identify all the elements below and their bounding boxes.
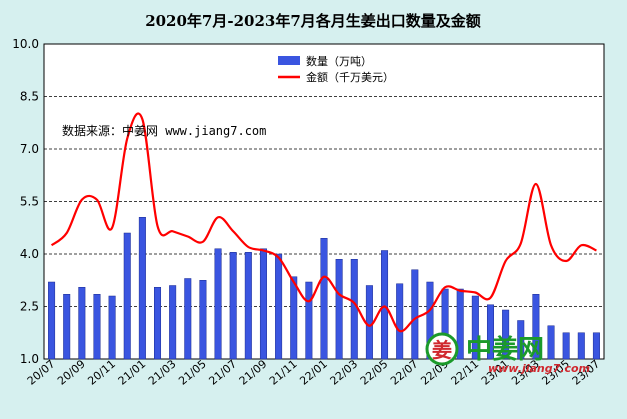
bar [381,250,389,360]
bar [592,332,600,360]
bar [214,248,222,360]
y-tick-label: 4.0 [20,247,39,261]
y-tick-label: 1.0 [20,352,39,366]
bar [486,304,494,360]
bar [456,288,464,360]
legend-label-bar: 数量（万吨） [306,55,372,68]
watermark-name: 中姜网 [466,334,544,365]
bar [411,269,419,360]
y-axis: 1.0 2.5 4.0 5.5 7.0 8.5 10.0 [12,37,39,366]
bar [335,259,343,360]
bar [138,217,146,360]
bar [471,295,479,360]
bar [305,281,313,360]
bar [532,294,540,360]
bar [320,238,328,360]
bar [502,309,510,360]
amount-line [50,112,597,333]
y-tick-label: 5.5 [20,195,39,209]
bar [78,287,86,360]
bar [48,281,56,360]
bar [93,294,101,360]
bar [365,285,373,360]
bar [169,285,177,360]
source-note: 数据来源：中姜网 www.jiang7.com [62,123,266,138]
legend-label-line: 金额（千万美元） [306,70,394,84]
bar [517,320,525,360]
bar [184,278,192,360]
legend-swatch-bar [278,56,300,65]
bar [199,280,207,360]
bar [577,332,585,360]
chart-title: 2020年7月-2023年7月各月生姜出口数量及金额 [145,12,481,30]
bar [108,295,116,360]
watermark-logo: 姜 中姜网 www.jiang7.com [425,332,590,375]
bar [123,232,131,360]
bar [562,332,570,360]
bar [63,294,71,360]
bar [244,252,252,360]
bar [154,287,162,360]
watermark-ring-icon [425,332,459,366]
bar [547,325,555,360]
bar [259,248,267,360]
y-tick-label: 8.5 [20,90,39,104]
bar [290,276,298,360]
bar [229,252,237,360]
bar [396,283,404,360]
y-tick-label: 10.0 [12,37,39,51]
bar-series [48,217,600,360]
line-series [50,112,597,333]
watermark-url: www.jiang7.com [488,362,590,375]
bar [350,259,358,360]
y-tick-label: 2.5 [20,300,39,314]
legend: 数量（万吨） 金额（千万美元） [278,55,394,84]
y-tick-label: 7.0 [20,142,39,156]
watermark-logo-char: 姜 [432,338,452,362]
bar [275,253,283,360]
